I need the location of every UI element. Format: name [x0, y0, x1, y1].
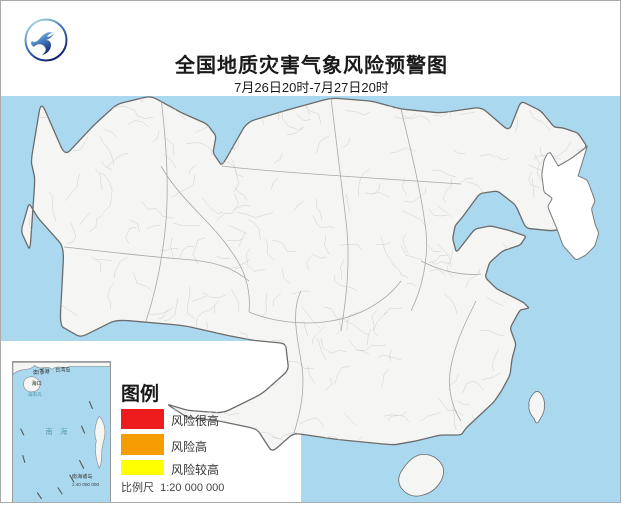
- svg-text:南海诸岛: 南海诸岛: [72, 472, 93, 480]
- svg-text:澳门: 澳门: [33, 369, 43, 376]
- svg-text:海南岛: 海南岛: [28, 391, 42, 398]
- svg-text:1:40 000 000: 1:40 000 000: [72, 482, 100, 487]
- svg-text:海口: 海口: [32, 380, 42, 387]
- svg-text:台湾岛: 台湾岛: [55, 366, 70, 373]
- svg-text:南 海: 南 海: [45, 427, 68, 436]
